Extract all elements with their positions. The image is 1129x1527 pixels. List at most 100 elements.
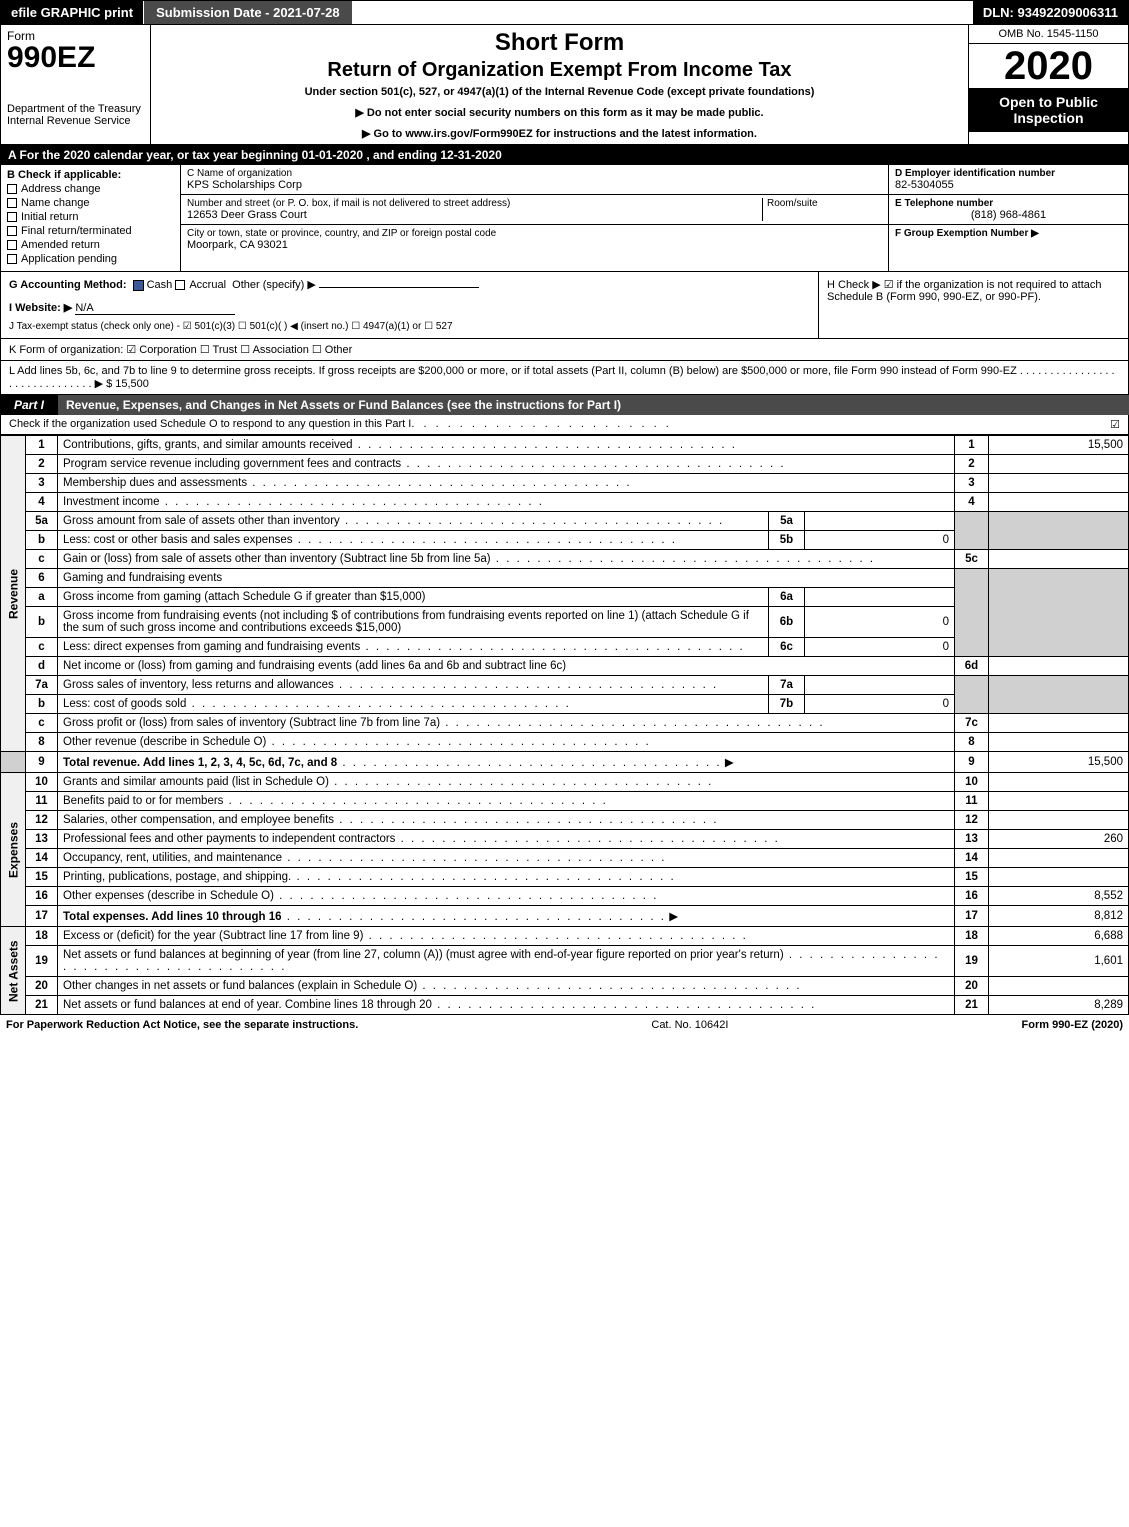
line-num: a: [26, 588, 58, 607]
box-e: E Telephone number (818) 968-4861: [889, 195, 1128, 225]
box-b-title: B Check if applicable:: [7, 169, 174, 181]
group-exemption-label: F Group Exemption Number ▶: [895, 228, 1122, 239]
line-desc: Net assets or fund balances at beginning…: [58, 946, 955, 977]
footer-right: Form 990-EZ (2020): [1022, 1019, 1123, 1031]
line-desc: Excess or (deficit) for the year (Subtra…: [58, 927, 955, 946]
goto-line[interactable]: ▶ Go to www.irs.gov/Form990EZ for instru…: [159, 127, 960, 140]
sub-label: 5a: [769, 512, 805, 531]
footer-left: For Paperwork Reduction Act Notice, see …: [6, 1019, 358, 1031]
line-amount: [989, 455, 1129, 474]
org-name-label: C Name of organization: [187, 168, 882, 179]
part1-label: Part I: [0, 395, 58, 415]
line-desc: Gross sales of inventory, less returns a…: [58, 676, 769, 695]
line-num: 14: [26, 849, 58, 868]
checkbox-icon[interactable]: [175, 280, 185, 290]
part1-checkmark: ☑: [1092, 418, 1120, 431]
line-desc: Contributions, gifts, grants, and simila…: [58, 436, 955, 455]
chk-address-change[interactable]: Address change: [7, 183, 174, 195]
line-desc: Investment income: [58, 493, 955, 512]
line-ref: 19: [955, 946, 989, 977]
box-g: G Accounting Method: Cash Accrual Other …: [9, 278, 810, 291]
arrow-icon: ▶: [669, 911, 678, 923]
gh-block: G Accounting Method: Cash Accrual Other …: [0, 272, 1129, 339]
sub-label: 7b: [769, 695, 805, 714]
spacer-cell: [1, 752, 26, 773]
box-c: C Name of organization KPS Scholarships …: [181, 165, 888, 271]
line-num: b: [26, 531, 58, 550]
chk-label: Address change: [21, 183, 101, 195]
street-label: Number and street (or P. O. box, if mail…: [187, 198, 762, 209]
box-def: D Employer identification number 82-5304…: [888, 165, 1128, 271]
line-desc: Gain or (loss) from sale of assets other…: [58, 550, 955, 569]
ein-label: D Employer identification number: [895, 168, 1122, 179]
city-row: City or town, state or province, country…: [181, 225, 888, 254]
line-amount: 15,500: [989, 436, 1129, 455]
chk-label: Application pending: [21, 253, 117, 265]
line-amount: [989, 657, 1129, 676]
city-label: City or town, state or province, country…: [187, 228, 882, 239]
form-number: 990EZ: [7, 43, 144, 73]
line-num: 10: [26, 773, 58, 792]
revenue-side-label: Revenue: [1, 436, 26, 752]
line-num: c: [26, 550, 58, 569]
chk-final-return[interactable]: Final return/terminated: [7, 225, 174, 237]
sub-value: 0: [805, 638, 955, 657]
line-num: 5a: [26, 512, 58, 531]
line-num: d: [26, 657, 58, 676]
line-num: 17: [26, 906, 58, 927]
ein-value: 82-5304055: [895, 179, 1122, 191]
sub-label: 6a: [769, 588, 805, 607]
line-num: 11: [26, 792, 58, 811]
line-desc: Gross amount from sale of assets other t…: [58, 512, 769, 531]
line-num: 15: [26, 868, 58, 887]
line-ref: 18: [955, 927, 989, 946]
line-num: 1: [26, 436, 58, 455]
line-desc: Less: direct expenses from gaming and fu…: [58, 638, 769, 657]
line-num: 3: [26, 474, 58, 493]
line-desc: Gaming and fundraising events: [58, 569, 955, 588]
street-row: Number and street (or P. O. box, if mail…: [181, 195, 888, 225]
chk-label: Initial return: [21, 211, 78, 223]
line-desc: Total expenses. Add lines 10 through 16 …: [58, 906, 955, 927]
header-mid: Short Form Return of Organization Exempt…: [151, 25, 968, 144]
line-desc: Other changes in net assets or fund bala…: [58, 977, 955, 996]
line-desc: Net assets or fund balances at end of ye…: [58, 996, 955, 1015]
line-desc: Occupancy, rent, utilities, and maintena…: [58, 849, 955, 868]
under-section: Under section 501(c), 527, or 4947(a)(1)…: [159, 86, 960, 98]
open-public-badge: Open to Public Inspection: [969, 88, 1128, 132]
part1-title: Revenue, Expenses, and Changes in Net As…: [58, 395, 1129, 415]
gh-left: G Accounting Method: Cash Accrual Other …: [1, 272, 818, 338]
line-amount: [989, 773, 1129, 792]
tax-year: 2020: [969, 44, 1128, 88]
line-num: 20: [26, 977, 58, 996]
line-num: c: [26, 638, 58, 657]
line-amount: 15,500: [989, 752, 1129, 773]
chk-application-pending[interactable]: Application pending: [7, 253, 174, 265]
line-ref: 3: [955, 474, 989, 493]
no-ssn-line: ▶ Do not enter social security numbers o…: [159, 106, 960, 119]
g-cash: Cash: [147, 279, 173, 291]
line-ref: 1: [955, 436, 989, 455]
line-desc: Gross profit or (loss) from sales of inv…: [58, 714, 955, 733]
chk-initial-return[interactable]: Initial return: [7, 211, 174, 223]
sub-value: 0: [805, 695, 955, 714]
line-ref: 21: [955, 996, 989, 1015]
line-amount: [989, 493, 1129, 512]
line-desc: Grants and similar amounts paid (list in…: [58, 773, 955, 792]
top-bar: efile GRAPHIC print Submission Date - 20…: [0, 0, 1129, 25]
department-label: Department of the Treasury: [7, 103, 144, 115]
header-right: OMB No. 1545-1150 2020 Open to Public In…: [968, 25, 1128, 144]
box-h: H Check ▶ ☑ if the organization is not r…: [818, 272, 1128, 338]
chk-label: Name change: [21, 197, 90, 209]
sub-label: 7a: [769, 676, 805, 695]
efile-print-button[interactable]: efile GRAPHIC print: [1, 1, 144, 24]
chk-amended-return[interactable]: Amended return: [7, 239, 174, 251]
info-block: B Check if applicable: Address change Na…: [0, 165, 1129, 272]
g-other-input[interactable]: [319, 287, 479, 288]
chk-name-change[interactable]: Name change: [7, 197, 174, 209]
part1-check-row: Check if the organization used Schedule …: [0, 415, 1129, 435]
line-desc: Membership dues and assessments: [58, 474, 955, 493]
line-amount: [989, 977, 1129, 996]
check-icon: [133, 280, 144, 291]
line-num: 2: [26, 455, 58, 474]
